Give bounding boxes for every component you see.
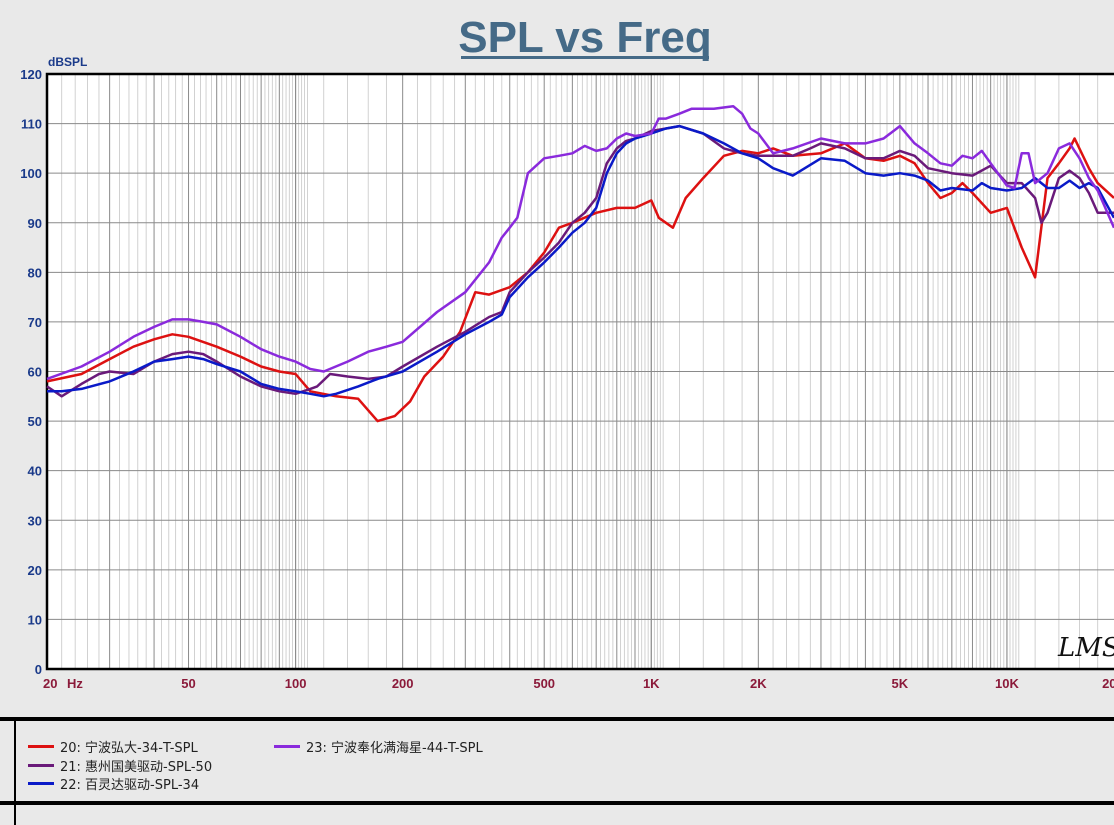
x-tick-label: 10K — [995, 676, 1019, 691]
series-line-23 — [46, 104, 1114, 381]
legend-swatch-violet — [274, 745, 300, 748]
legend-swatch-purple — [28, 764, 54, 767]
y-tick-label: 90 — [28, 216, 42, 231]
legend-panel: 20: 宁波弘大-34-T-SPL 21: 惠州国美驱动-SPL-50 22: … — [14, 721, 1114, 801]
chart-title: SPL vs Freq — [458, 13, 712, 62]
x-tick-label: 1K — [643, 676, 660, 691]
lms-watermark: LMS — [1057, 633, 1114, 663]
y-tick-label: 10 — [28, 612, 42, 627]
y-tick-label: 0 — [35, 662, 42, 677]
series-line-22 — [47, 124, 1114, 398]
y-tick-label: 120 — [20, 67, 42, 82]
bottom-divider — [14, 805, 16, 825]
legend: 20: 宁波弘大-34-T-SPL 21: 惠州国美驱动-SPL-50 22: … — [0, 717, 1114, 805]
legend-swatch-blue — [28, 782, 54, 785]
y-tick-label: 100 — [20, 166, 42, 181]
x-tick-label: 500 — [533, 676, 555, 691]
x-tick-label: 200 — [392, 676, 414, 691]
x-tick-label: 20K — [1102, 676, 1114, 691]
legend-swatch-red — [28, 745, 54, 748]
y-tick-label: 70 — [28, 315, 42, 330]
legend-item-series-22[interactable]: 22: 百灵达驱动-SPL-34 — [28, 774, 199, 793]
chart-title-underline — [461, 56, 709, 59]
chart-title-link[interactable]: SPL vs Freq — [458, 13, 712, 62]
y-axis-label: dBSPL — [48, 55, 87, 69]
y-tick-label: 60 — [28, 365, 42, 380]
y-tick-label: 30 — [28, 513, 42, 528]
legend-label: 21: 惠州国美驱动-SPL-50 — [60, 760, 213, 775]
series-line-20 — [46, 137, 1114, 423]
y-tick-label: 110 — [21, 117, 42, 132]
x-tick-label: 2K — [750, 676, 767, 691]
legend-item-series-21[interactable]: 21: 惠州国美驱动-SPL-50 — [28, 756, 212, 775]
plot-area: 0 10 20 30 40 50 60 70 80 90 100 110 120 20 50 100 200 50… — [20, 67, 1114, 691]
x-tick-label: 100 — [285, 676, 307, 691]
legend-item-series-20[interactable]: 20: 宁波弘大-34-T-SPL — [28, 737, 198, 756]
legend-label: 20: 宁波弘大-34-T-SPL — [60, 741, 198, 756]
plot-frame — [45, 72, 1114, 671]
y-tick-label: 20 — [28, 563, 42, 578]
y-tick-label: 80 — [28, 265, 42, 280]
x-tick-label: 20 — [43, 676, 57, 691]
legend-label: 22: 百灵达驱动-SPL-34 — [60, 778, 200, 793]
x-tick-label: 50 — [181, 676, 195, 691]
series-line-21 — [46, 124, 1114, 398]
y-tick-label: 50 — [28, 414, 42, 429]
spl-chart: SPL vs Freq dBSPL 0 10 20 30 40 50 60 70 80 90 100… — [20, 13, 1114, 691]
x-axis-unit-label: Hz — [67, 676, 83, 691]
x-tick-label: 5K — [892, 676, 909, 691]
legend-label: 23: 宁波奉化满海星-44-T-SPL — [306, 741, 483, 756]
y-tick-label: 40 — [28, 464, 42, 479]
legend-item-series-23[interactable]: 23: 宁波奉化满海星-44-T-SPL — [274, 737, 483, 756]
